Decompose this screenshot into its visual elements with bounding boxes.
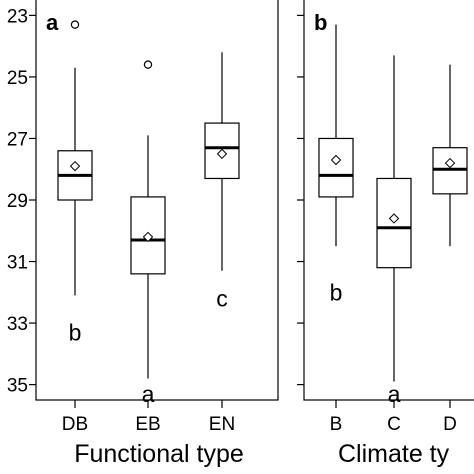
box-B: [318, 137, 354, 198]
outlier-point: [143, 60, 153, 69]
mean-marker: [142, 231, 154, 243]
y-tick-label: 33: [7, 314, 28, 335]
mean-marker: [444, 157, 456, 169]
x-tick-label: D: [443, 414, 457, 435]
panel-frame-1: [35, 0, 279, 401]
significance-letter: a: [142, 381, 155, 407]
y-tick-label: 25: [7, 68, 28, 89]
x-tick-label: EN: [209, 414, 235, 435]
x-tick-label: EB: [135, 414, 160, 435]
y-tick-label: 23: [7, 6, 28, 27]
x-tick-label: DB: [62, 414, 88, 435]
significance-letter: c: [216, 285, 228, 311]
panel-frame-2: [303, 0, 474, 401]
x-tick-label: C: [387, 414, 401, 435]
mean-marker: [330, 154, 342, 166]
box-EB: [130, 196, 166, 275]
y-tick-label: 35: [7, 376, 28, 397]
panel-label: a: [46, 10, 59, 35]
x-axis-label: Climate ty: [338, 440, 450, 468]
mean-marker: [388, 213, 400, 224]
x-axis-label: Functional type: [74, 440, 244, 468]
x-tick-label: B: [330, 414, 343, 435]
panel-label: b: [314, 10, 327, 35]
mean-marker: [216, 148, 228, 160]
y-tick-label: 29: [7, 191, 28, 212]
significance-letter: b: [330, 279, 343, 305]
significance-letter: b: [69, 319, 82, 345]
outlier-point: [70, 20, 80, 29]
y-tick-label: 27: [7, 129, 28, 150]
significance-letter: a: [388, 381, 401, 407]
mean-marker: [69, 160, 81, 172]
box-D: [432, 147, 468, 195]
y-tick-label: 31: [7, 253, 28, 274]
